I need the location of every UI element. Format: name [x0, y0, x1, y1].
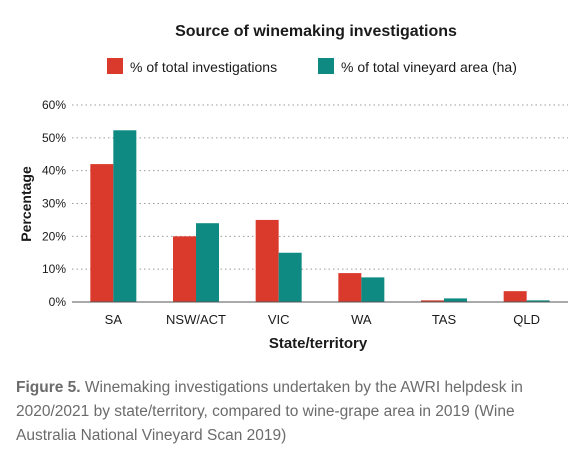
legend-label-investigations: % of total investigations — [130, 59, 277, 75]
x-axis-label: State/territory — [269, 335, 368, 352]
x-tick-label: WA — [351, 312, 372, 327]
legend: % of total investigations % of total vin… — [107, 58, 517, 75]
y-tick-label: 30% — [42, 197, 66, 211]
x-tick-label: QLD — [513, 312, 540, 327]
bar-investigations-sa — [90, 164, 114, 302]
y-tick-label: 10% — [42, 262, 66, 276]
y-tick-label: 50% — [42, 131, 66, 145]
bar-investigations-nswact — [173, 236, 196, 302]
y-tick-label: 60% — [42, 98, 66, 112]
legend-swatch-investigations — [107, 58, 123, 74]
bar-investigations-vic — [255, 219, 279, 302]
bar-vineyard-area-tas — [444, 298, 467, 302]
bar-chart: Source of winemaking investigations % of… — [18, 23, 568, 352]
y-axis-label: Percentage — [18, 166, 34, 242]
y-tick-label: 40% — [42, 164, 66, 178]
figure-caption: Figure 5. Winemaking investigations unde… — [16, 376, 576, 448]
x-tick-label: TAS — [432, 312, 457, 327]
bar-investigations-qld — [503, 291, 527, 302]
bar-vineyard-area-vic — [278, 252, 302, 302]
x-tick-label: SA — [105, 312, 123, 327]
x-tick-label: NSW/ACT — [166, 312, 226, 327]
x-axis-ticks: SA NSW/ACT VIC WA TAS QLD — [105, 312, 540, 327]
gridlines — [72, 104, 568, 270]
bar-vineyard-area-sa — [113, 130, 137, 302]
y-tick-label: 0% — [49, 295, 67, 309]
bar-vineyard-area-nswact — [196, 223, 219, 302]
bar-vineyard-area-wa — [361, 277, 385, 302]
bar-investigations-tas — [421, 300, 444, 302]
x-tick-label: VIC — [268, 312, 290, 327]
y-axis-ticks: 0% 10% 20% 30% 40% 50% 60% — [42, 98, 66, 309]
bar-investigations-wa — [338, 273, 362, 302]
caption-text: Winemaking investigations undertaken by … — [16, 379, 523, 444]
legend-label-vineyard-area: % of total vineyard area (ha) — [341, 59, 517, 75]
bars — [90, 130, 550, 302]
bar-vineyard-area-qld — [526, 300, 550, 302]
legend-swatch-vineyard-area — [318, 58, 334, 74]
figure-label: Figure 5. — [16, 379, 81, 396]
y-tick-label: 20% — [42, 229, 66, 243]
chart-title: Source of winemaking investigations — [175, 23, 457, 40]
